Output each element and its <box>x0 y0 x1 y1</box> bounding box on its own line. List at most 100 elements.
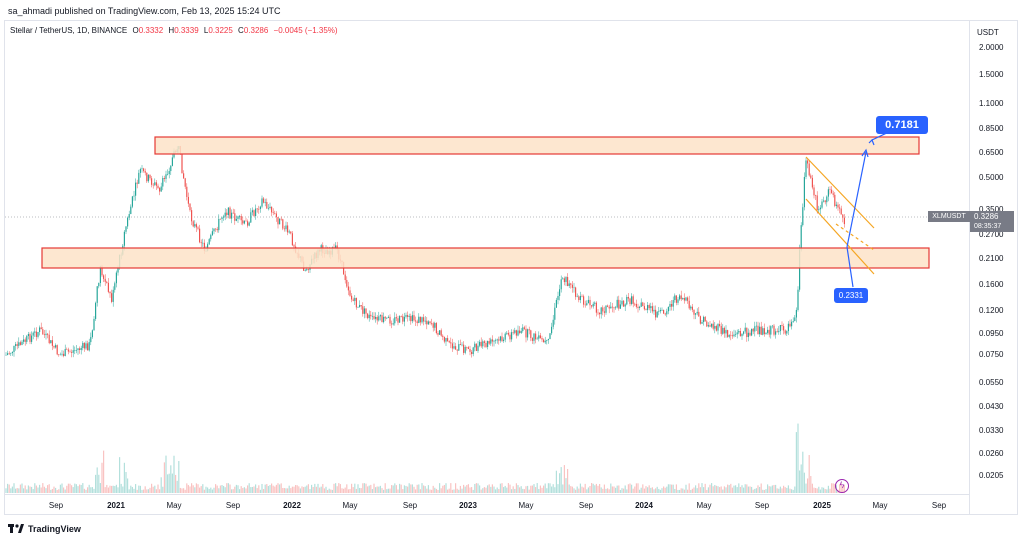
volume-bar <box>352 487 354 493</box>
price-tick: 0.0750 <box>979 350 1004 359</box>
volume-bar <box>335 483 337 493</box>
volume-bar <box>621 488 623 493</box>
volume-bar <box>642 484 644 493</box>
candle-body <box>395 317 397 319</box>
candle-body <box>15 344 17 346</box>
candle-body <box>127 217 129 227</box>
candle-body <box>815 195 817 196</box>
support-price-callout[interactable]: 0.2331 <box>834 288 868 303</box>
volume-bar <box>347 489 349 493</box>
candle-body <box>64 349 66 356</box>
candle-body <box>525 328 527 338</box>
candle-body <box>96 286 98 303</box>
volume-bar <box>634 486 636 493</box>
candle-body <box>347 286 349 291</box>
candle-body <box>643 306 645 310</box>
volume-bar <box>480 489 482 493</box>
volume-bar <box>69 483 71 493</box>
time-axis[interactable] <box>4 495 970 515</box>
volume-bar <box>832 483 834 493</box>
volume-bar <box>773 484 775 493</box>
candle-body <box>770 326 772 335</box>
volume-bar <box>213 487 215 493</box>
price-axis[interactable] <box>970 20 1018 515</box>
candle-body <box>661 309 663 311</box>
volume-bar <box>103 450 105 493</box>
candle-body <box>130 206 132 215</box>
tradingview-logo[interactable]: TradingView <box>8 522 81 536</box>
candle-body <box>567 277 569 287</box>
volume-bar <box>224 487 226 493</box>
candle-body <box>383 316 385 323</box>
candle-body <box>522 327 524 331</box>
volume-bar <box>109 485 111 493</box>
volume-bar <box>667 484 669 493</box>
volume-bar <box>77 486 79 493</box>
volume-bar <box>59 484 61 493</box>
candle-body <box>167 173 169 175</box>
volume-bar <box>597 485 599 493</box>
volume-bar <box>285 488 287 493</box>
volume-bar <box>539 485 541 493</box>
candle-body <box>71 351 73 353</box>
candle-body <box>747 332 749 338</box>
volume-bar <box>330 489 332 493</box>
candle-body <box>807 160 809 164</box>
volume-bar <box>757 485 759 493</box>
volume-bar <box>293 486 295 493</box>
volume-bar <box>82 483 84 493</box>
volume-bar <box>743 487 745 493</box>
volume-bar <box>221 485 223 493</box>
volume-bar <box>402 489 404 493</box>
candle-body <box>650 306 652 309</box>
volume-bar <box>779 486 781 493</box>
chart-pane[interactable] <box>4 20 970 495</box>
candle-body <box>27 334 29 337</box>
candle-body <box>234 213 236 221</box>
candle-body <box>602 307 604 312</box>
candle-body <box>683 298 685 301</box>
candle-body <box>645 309 647 311</box>
candle-body <box>226 212 228 216</box>
candle-body <box>589 299 591 306</box>
volume-bar <box>555 470 557 493</box>
candle-body <box>794 317 796 322</box>
volume-bar <box>687 489 689 493</box>
lightning-icon[interactable]: ϟ <box>835 479 849 493</box>
volume-bar <box>600 487 602 493</box>
symbol-title[interactable]: Stellar / TetherUS, 1D, BINANCE <box>10 26 128 35</box>
candle-body <box>530 330 532 339</box>
price-tick: 0.1600 <box>979 280 1004 289</box>
volume-bar <box>477 483 479 493</box>
candle-body <box>619 304 621 309</box>
target-price-callout[interactable]: 0.7181 <box>876 116 928 134</box>
candle-body <box>587 299 589 304</box>
candle-body <box>456 349 458 351</box>
candle-body <box>371 316 373 317</box>
volume-bar <box>43 486 45 493</box>
volume-bar <box>394 483 396 493</box>
volume-bar <box>715 485 717 493</box>
candle-body <box>642 302 644 307</box>
currency-label[interactable]: USDT <box>977 28 999 37</box>
candle-body <box>117 267 119 273</box>
candle-body <box>211 231 213 236</box>
volume-bar <box>664 487 666 493</box>
volume-bar <box>343 488 345 493</box>
volume-bar <box>789 488 791 493</box>
volume-bar <box>322 484 324 493</box>
volume-bar <box>696 488 698 493</box>
volume-bar <box>474 483 476 493</box>
volume-bar <box>79 484 81 493</box>
volume-bar <box>194 487 196 493</box>
volume-bar <box>314 483 316 493</box>
volume-bar <box>623 488 625 493</box>
candle-body <box>282 219 284 229</box>
candle-body <box>24 339 26 342</box>
candle-body <box>98 283 100 287</box>
volume-bar <box>410 484 412 493</box>
candle-body <box>410 316 412 322</box>
candle-body <box>490 339 492 344</box>
volume-bar <box>259 489 261 493</box>
